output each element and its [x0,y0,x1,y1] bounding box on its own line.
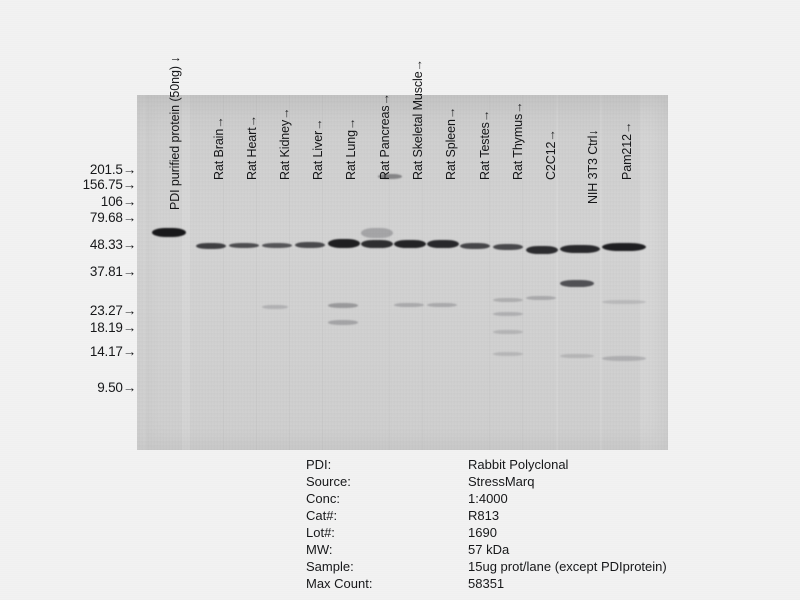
mw-marker-14-17: 14.17→ [89,344,136,359]
info-value: 1690 [468,525,497,540]
info-row: Cat#: R813 [306,507,706,524]
lane-label-4: Rat Liver→ [311,118,325,180]
mw-marker-23-27: 23.27→ [89,303,136,318]
lane-label-13: Pam212→ [620,121,634,180]
info-key: Source: [306,474,351,489]
blot-membrane [137,95,668,450]
info-value: 1:4000 [468,491,508,506]
lane-label-0: PDI purified protein (50ng) ↓ [168,56,182,210]
info-row: MW: 57 kDa [306,541,706,558]
lane-label-5: Rat Lung→ [344,117,358,180]
antibody-info-table: PDI: Rabbit Polyclonal Source: StressMarq Co… [306,456,706,592]
info-key: Max Count: [306,576,373,591]
lane-label-6: Rat Pancreas→ [378,93,392,180]
mw-marker-18-19: 18.19→ [89,320,136,335]
mw-marker-79-68: 79.68→ [89,210,136,225]
info-row: Conc: 1:4000 [306,490,706,507]
lane-label-9: Rat Testes→ [478,109,492,180]
lane-label-1: Rat Brain→ [212,116,226,180]
mw-marker-106: 106→ [100,194,136,209]
info-key: PDI: [306,457,332,472]
lane-label-3: Rat Kidney→ [278,107,292,180]
info-value: StressMarq [468,474,535,489]
info-value: 57 kDa [468,542,510,557]
lane-label-2: Rat Heart→ [245,115,259,180]
lane-label-8: Rat Spleen→ [444,106,458,180]
info-value: R813 [468,508,500,523]
mw-marker-201-5: 201.5→ [89,162,136,177]
info-value: Rabbit Polyclonal [468,457,569,472]
info-value: 58351 [468,576,505,591]
mw-marker-156-75: 156.75→ [82,177,137,192]
info-key: Cat#: [306,508,338,523]
mw-marker-37-81: 37.81→ [89,264,136,279]
lane-label-7: Rat Skeletal Muscle→ [411,59,425,180]
info-key: Lot#: [306,525,335,540]
lane-label-11: C2C12→ [544,129,558,180]
mw-marker-48-33: 48.33→ [89,237,136,252]
mw-marker-9-5: 9.50→ [97,380,136,395]
info-key: Conc: [306,491,340,506]
lane-label-12: NIH 3T3 Ctrl↓ [586,129,600,204]
lane-label-10: Rat Thymus→ [511,101,525,180]
info-key: Sample: [306,559,354,574]
info-key: MW: [306,542,333,557]
info-row: Lot#: 1690 [306,524,706,541]
info-value: 15ug prot/lane (except PDIprotein) [468,559,667,574]
info-row: Sample: 15ug prot/lane (except PDIprotein… [306,558,706,575]
mw-marker-column: 201.5→ 156.75→ 106→ 79.68→ 48.33→ 37.81→ 23.27… [0,0,160,600]
info-row: Source: StressMarq [306,473,706,490]
info-row: Max Count: 58351 [306,575,706,592]
info-row: PDI: Rabbit Polyclonal [306,456,706,473]
